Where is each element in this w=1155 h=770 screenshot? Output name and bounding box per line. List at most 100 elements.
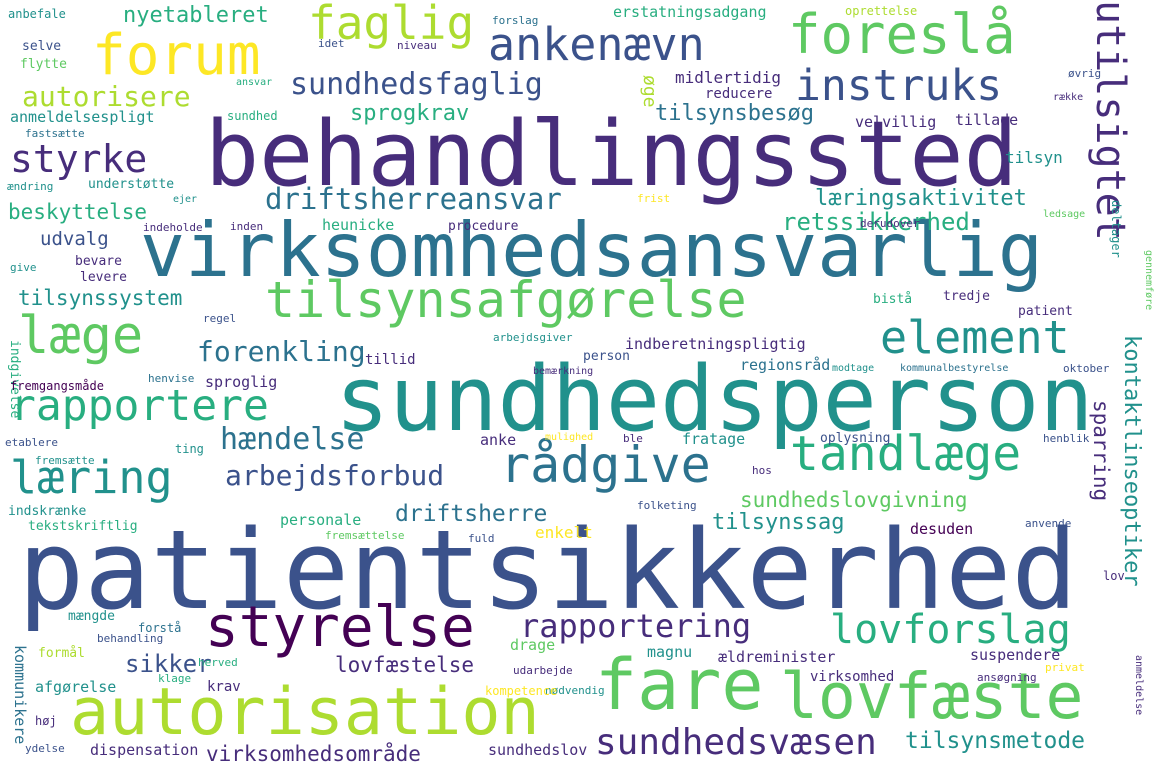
cloud-word: modtage xyxy=(832,363,875,374)
cloud-word: sundhed xyxy=(227,109,278,123)
cloud-word: hos xyxy=(752,464,772,477)
cloud-word: bistå xyxy=(873,292,913,307)
cloud-word: rapportering xyxy=(520,607,752,645)
cloud-word: magnu xyxy=(647,643,693,661)
cloud-word: understøtte xyxy=(88,177,175,192)
cloud-word: sundhedsvæsen xyxy=(595,722,877,763)
cloud-word: oplysning xyxy=(820,431,891,446)
cloud-word: rådgive xyxy=(500,436,711,494)
cloud-word: henblik xyxy=(1043,432,1090,445)
cloud-word: krav xyxy=(207,679,241,695)
cloud-word: desuden xyxy=(910,520,974,538)
cloud-word: tekstskriftlig xyxy=(28,519,138,534)
cloud-word: sprogkrav xyxy=(350,101,470,126)
cloud-word: tilsynssag xyxy=(712,510,845,535)
cloud-word: udvalg xyxy=(40,228,109,250)
cloud-word: fare xyxy=(595,644,764,726)
cloud-word: læring xyxy=(10,451,173,504)
cloud-word: mængde xyxy=(68,609,115,624)
cloud-word: forum xyxy=(92,23,261,88)
cloud-word: drage xyxy=(510,636,556,654)
cloud-word: tilsyn xyxy=(1005,148,1063,167)
cloud-word: indeholde xyxy=(143,221,203,234)
cloud-word: ansøgning xyxy=(977,671,1037,684)
cloud-word: indgivelse xyxy=(7,340,22,419)
cloud-word: anvende xyxy=(1025,517,1072,530)
cloud-word: oprettelse xyxy=(845,4,918,18)
cloud-word: inden xyxy=(230,220,264,233)
cloud-word: tredje xyxy=(943,289,990,304)
cloud-word: erstatningsadgang xyxy=(613,3,767,21)
cloud-word: patient xyxy=(1018,304,1073,319)
cloud-word: autorisere xyxy=(22,80,191,113)
cloud-word: hændelse xyxy=(220,422,365,457)
cloud-word: deltager xyxy=(1109,200,1123,258)
cloud-word: flytte xyxy=(20,57,67,72)
cloud-word: patientsikkerhed xyxy=(18,506,1078,634)
cloud-word: niveau xyxy=(397,39,437,52)
cloud-word: tillid xyxy=(365,352,416,368)
cloud-word: ydelse xyxy=(25,742,65,755)
cloud-word: ledsage xyxy=(1043,209,1086,220)
cloud-word: suspendere xyxy=(970,646,1061,664)
cloud-word: virksomhed xyxy=(810,669,895,685)
cloud-word: udarbejde xyxy=(513,664,573,677)
cloud-word: autorisation xyxy=(70,675,540,750)
cloud-word: heunicke xyxy=(322,216,395,234)
cloud-word: række xyxy=(1053,92,1084,103)
cloud-word: idet xyxy=(318,37,345,50)
cloud-word: anmeldelsespligt xyxy=(10,108,155,126)
cloud-word: læge xyxy=(18,306,144,366)
cloud-word: kontaktlinseoptiker xyxy=(1119,335,1144,587)
cloud-word: fastsætte xyxy=(25,127,85,140)
cloud-word: kommunalbestyrelse xyxy=(900,363,1009,374)
cloud-word: midlertidig xyxy=(675,68,781,87)
cloud-word: ændring xyxy=(7,180,54,193)
cloud-word: kompetence xyxy=(485,684,558,698)
cloud-word: fuld xyxy=(468,532,495,545)
cloud-word: give xyxy=(10,261,37,274)
cloud-word: indskrænke xyxy=(8,504,87,519)
cloud-word: etablere xyxy=(5,436,58,449)
cloud-word: sikker xyxy=(125,650,212,678)
cloud-word: virksomhedsansvarlig xyxy=(140,206,1044,294)
cloud-word: bevare xyxy=(75,254,122,269)
cloud-word: fremgangsmåde xyxy=(10,379,104,393)
cloud-word: ankenævn xyxy=(488,18,705,71)
cloud-word: personale xyxy=(280,511,362,529)
cloud-word: sparring xyxy=(1089,400,1113,502)
cloud-word: person xyxy=(583,349,630,364)
cloud-word: afgørelse xyxy=(35,678,117,696)
cloud-word: formål xyxy=(38,646,85,661)
cloud-word: reducere xyxy=(705,86,773,102)
cloud-word: læringsaktivitet xyxy=(815,186,1027,211)
cloud-word: behandling xyxy=(97,632,164,645)
cloud-word: forenkling xyxy=(197,335,366,368)
cloud-word: driftsherre xyxy=(395,501,548,527)
cloud-word: herved xyxy=(198,656,238,669)
cloud-word: virksomhedsområde xyxy=(206,742,421,766)
cloud-word: rapportere xyxy=(10,381,269,431)
cloud-word: nødvendig xyxy=(545,684,605,697)
cloud-word: gennemføre xyxy=(1143,250,1154,311)
cloud-word: driftsherreansvar xyxy=(265,182,562,216)
cloud-word: styrke xyxy=(10,137,148,181)
cloud-word: ansvar xyxy=(236,77,273,88)
cloud-word: øge xyxy=(639,75,660,108)
cloud-word: sundhedslov xyxy=(488,741,588,759)
cloud-word: ældreminister xyxy=(718,648,836,666)
cloud-word: lovforslag xyxy=(830,607,1071,653)
cloud-word: regel xyxy=(203,312,237,325)
cloud-word: beskyttelse xyxy=(8,200,148,224)
cloud-word: selve xyxy=(22,39,62,54)
cloud-word: tilsynsmetode xyxy=(905,728,1086,754)
cloud-word: indberetningspligtig xyxy=(625,335,806,353)
cloud-word: tilsynssystem xyxy=(18,286,183,310)
cloud-word: anbefale xyxy=(8,7,66,21)
cloud-word: klage xyxy=(158,672,192,685)
cloud-word: mulighed xyxy=(545,432,594,443)
cloud-word: frist xyxy=(637,192,671,205)
cloud-word: ting xyxy=(175,442,204,456)
cloud-word: ejer xyxy=(173,194,198,205)
